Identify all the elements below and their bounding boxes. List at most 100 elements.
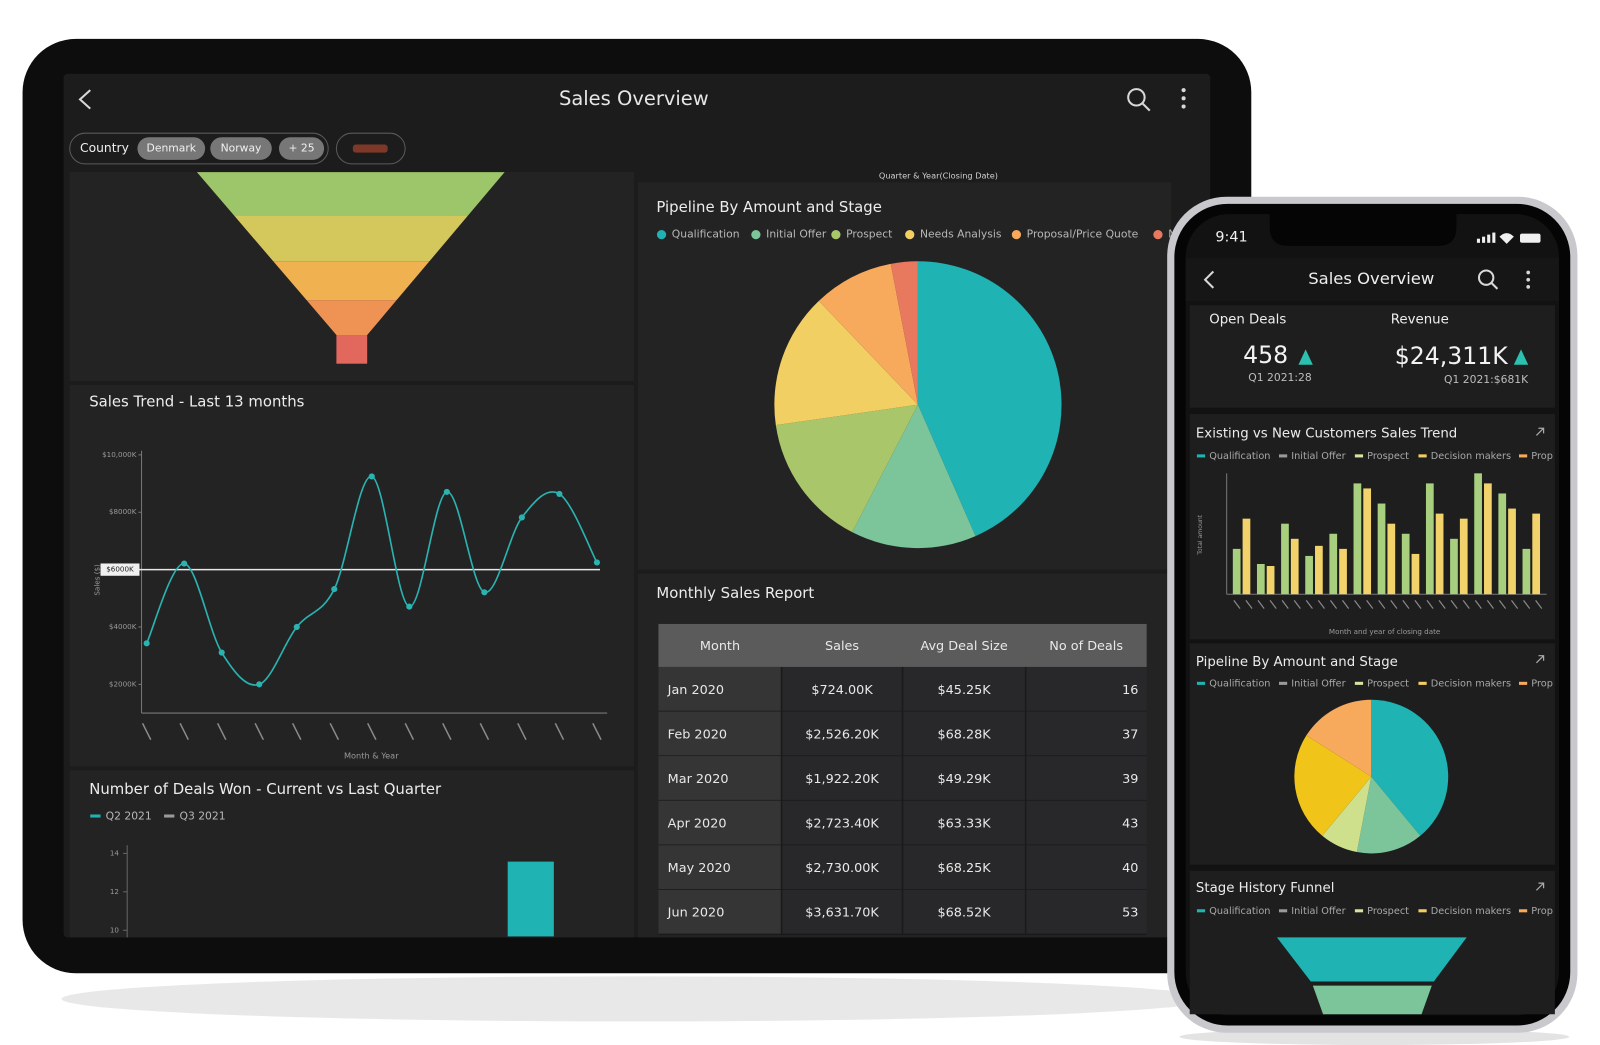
expand-icon[interactable] xyxy=(1535,882,1545,891)
bar xyxy=(1256,563,1265,595)
legend-swatch xyxy=(1278,681,1288,685)
bar xyxy=(1532,513,1541,595)
x-tick-blur xyxy=(1366,599,1374,609)
filter-chip[interactable] xyxy=(278,137,325,160)
point xyxy=(443,488,450,495)
legend-label: Decision makers xyxy=(1431,451,1511,462)
search-button[interactable] xyxy=(1477,269,1499,290)
x-axis-label: Month & Year xyxy=(344,751,399,761)
bar xyxy=(1474,473,1482,595)
point xyxy=(218,649,225,656)
table-cell: $68.25K xyxy=(938,861,992,876)
row-cells xyxy=(781,711,1147,757)
dot xyxy=(1181,104,1186,109)
back-button[interactable] xyxy=(1203,270,1215,289)
table-cell: Mar 2020 xyxy=(668,772,729,787)
signal xyxy=(1476,238,1480,243)
filter-blur xyxy=(352,144,388,153)
filter-label: Country xyxy=(80,141,129,155)
kpi-value: $24,311K xyxy=(1395,342,1508,370)
bar xyxy=(1411,553,1420,595)
bar xyxy=(1242,518,1251,595)
row-label-cell xyxy=(658,666,782,712)
trend-panel xyxy=(1189,413,1555,640)
legend-dot xyxy=(656,230,667,240)
point xyxy=(181,560,188,567)
table: Month Sales Avg Deal Size No of Deals Jan 20… xyxy=(658,623,1147,936)
menu-button[interactable] xyxy=(1181,88,1186,109)
panel-title: Existing vs New Customers Sales Trend xyxy=(1196,426,1457,441)
x-tick-blur xyxy=(1269,599,1277,609)
line-chart: $2000K $4000K $8000K $10,000K $6000K xyxy=(100,450,608,741)
signal xyxy=(1492,232,1496,243)
x-tick-blur xyxy=(1426,599,1434,609)
filter-chip[interactable] xyxy=(137,137,206,160)
expand-icon[interactable] xyxy=(1535,427,1545,436)
table-cell: $3,631.70K xyxy=(805,906,879,921)
bar-chart: Q2 2021 Q3 2021 10 12 14 xyxy=(90,810,226,938)
kpi-panel xyxy=(1189,305,1555,408)
legend-label: Q2 2021 xyxy=(106,810,152,823)
bar xyxy=(1401,533,1410,595)
filter-chip-label: + 25 xyxy=(288,142,314,155)
bar xyxy=(1377,503,1386,595)
menu-button[interactable] xyxy=(1526,270,1531,289)
bar xyxy=(1522,548,1531,595)
x-tick-blur xyxy=(1257,599,1265,609)
legend-swatch xyxy=(1418,681,1427,685)
y-tick-label: $4000K xyxy=(109,622,137,631)
status-icons xyxy=(1476,232,1541,244)
dot xyxy=(1181,96,1186,101)
legend-swatch xyxy=(164,814,175,818)
legend-label: Prospect xyxy=(1367,451,1409,462)
screen-title: Sales Overview xyxy=(1308,269,1434,288)
row-cells xyxy=(781,889,1147,935)
row-label-cell xyxy=(658,800,782,846)
legend-swatch xyxy=(1278,909,1288,913)
bar xyxy=(1290,538,1299,595)
x-tick-blur xyxy=(1498,599,1507,609)
notch xyxy=(1269,214,1457,246)
status-time: 9:41 xyxy=(1215,230,1247,246)
x-tick-blur xyxy=(1305,599,1313,609)
funnel-stage xyxy=(1312,985,1432,1015)
table-cell: 53 xyxy=(1122,906,1138,921)
row-label-cell xyxy=(658,889,782,935)
legend-swatch xyxy=(1518,681,1528,685)
up-arrow xyxy=(1298,349,1313,365)
y-tick-label: 14 xyxy=(110,848,120,857)
back-button[interactable] xyxy=(78,89,91,110)
point xyxy=(518,514,525,521)
funnel-stage xyxy=(273,261,430,301)
bar xyxy=(1363,488,1372,595)
bar-partial xyxy=(507,861,554,937)
table-cell: $2,526.20K xyxy=(805,727,879,742)
row-cells xyxy=(781,666,1147,712)
x-tick-blur xyxy=(1317,599,1325,609)
legend: Qualification Initial Offer Prospect Decisi… xyxy=(1196,427,1553,462)
bar xyxy=(1450,538,1458,595)
filter-group[interactable] xyxy=(335,132,406,165)
filter-group[interactable] xyxy=(69,132,329,165)
funnel-stage xyxy=(306,300,397,336)
wifi xyxy=(1499,233,1514,244)
legend-label: Proposal/Price Quote xyxy=(1027,228,1139,241)
battery xyxy=(1520,233,1541,243)
x-tick-blur xyxy=(1438,599,1446,609)
y-axis-label: Sales ($) xyxy=(92,564,101,596)
x-tick-blur xyxy=(442,722,452,741)
column-header: Sales xyxy=(825,639,859,654)
search-button[interactable] xyxy=(1127,88,1151,112)
filter-chip[interactable] xyxy=(210,137,272,160)
legend-label: Decision makers xyxy=(1431,678,1511,689)
reference-label-box xyxy=(100,563,140,576)
panel-trend xyxy=(69,385,634,767)
screen-title: Sales Overview xyxy=(559,87,709,110)
pie-slice xyxy=(818,263,918,405)
column-header: No of Deals xyxy=(1049,639,1123,654)
table-cell: Jan 2020 xyxy=(667,683,724,698)
signal xyxy=(1487,234,1491,243)
legend-label: Initial Offer xyxy=(1291,906,1345,917)
expand-icon[interactable] xyxy=(1535,655,1545,664)
